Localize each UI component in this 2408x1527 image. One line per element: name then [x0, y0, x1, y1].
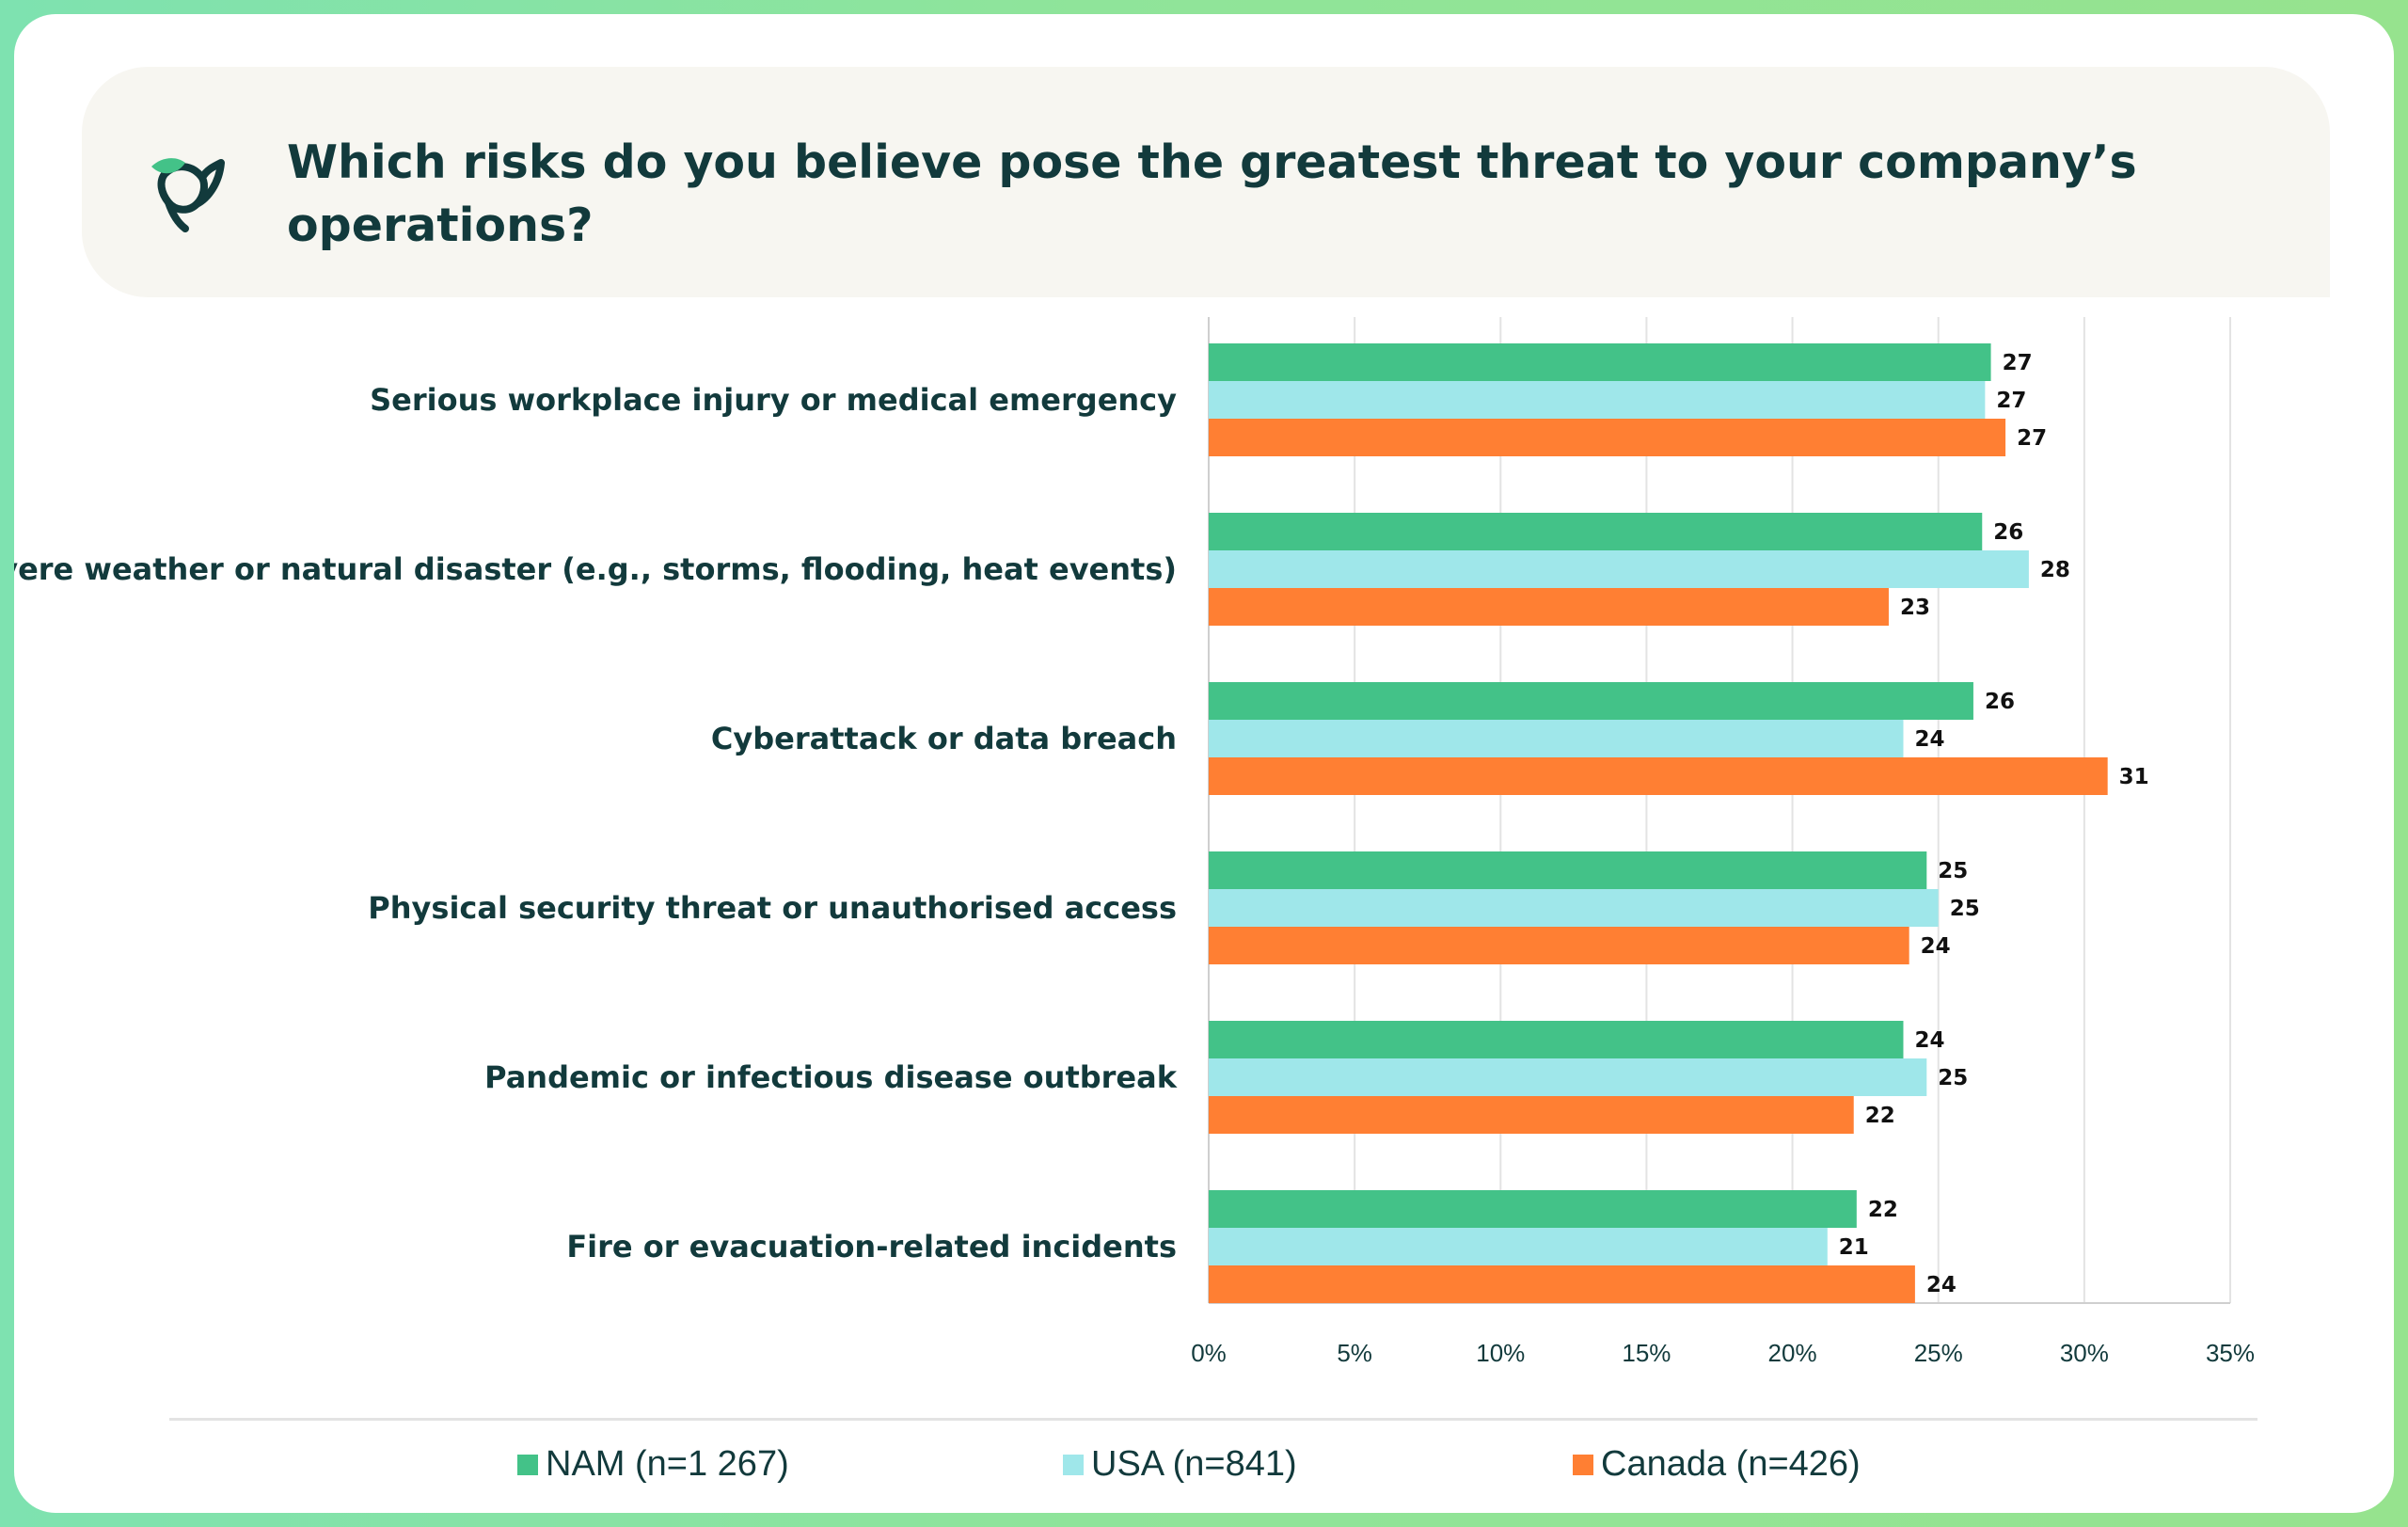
- data-label: 25: [1938, 859, 1968, 883]
- data-label: 27: [2017, 426, 2047, 451]
- bar: [1209, 889, 1939, 927]
- data-label: 24: [1921, 934, 1951, 959]
- legend-item-canada: Canada (n=426): [1573, 1444, 1861, 1485]
- category-label: Fire or evacuation-related incidents: [566, 1229, 1177, 1265]
- x-tick-label: 35%: [2206, 1339, 2255, 1367]
- bar: [1209, 343, 1991, 381]
- legend-label-usa: USA (n=841): [1091, 1444, 1297, 1484]
- legend-divider: [169, 1418, 2258, 1421]
- title-panel: Which risks do you believe pose the grea…: [82, 67, 2330, 297]
- chart-title: Which risks do you believe pose the grea…: [287, 135, 2137, 252]
- data-label: 26: [1993, 520, 2023, 545]
- category-label: Cyberattack or data breach: [711, 721, 1177, 756]
- x-tick-label: 25%: [1914, 1339, 1963, 1367]
- legend-label-nam: NAM (n=1 267): [546, 1444, 789, 1484]
- bar: [1209, 1190, 1857, 1228]
- legend-label-canada: Canada (n=426): [1601, 1444, 1861, 1484]
- data-label: 25: [1950, 897, 1980, 921]
- legend-item-usa: USA (n=841): [1063, 1444, 1297, 1485]
- bar-chart: 0% 5% 10% 15% 20% 25% 30% 35% Serious workplace …: [14, 317, 2255, 1367]
- data-label: 31: [2119, 765, 2149, 789]
- x-tick-label: 15%: [1622, 1339, 1671, 1367]
- legend-swatch-nam: [517, 1454, 538, 1475]
- bar: [1209, 1265, 1915, 1303]
- bar: [1209, 682, 1973, 720]
- legend-swatch-canada: [1573, 1454, 1593, 1475]
- data-label: 27: [1996, 389, 2026, 413]
- category-label: Severe weather or natural disaster (e.g.…: [14, 551, 1177, 587]
- data-label: 28: [2040, 558, 2070, 582]
- x-tick-label: 0%: [1191, 1339, 1227, 1367]
- x-tick-label: 10%: [1476, 1339, 1525, 1367]
- bird-logo-icon: [151, 158, 225, 232]
- data-label: 22: [1865, 1104, 1895, 1128]
- bar: [1209, 1228, 1828, 1265]
- bar: [1209, 1021, 1904, 1058]
- data-label: 21: [1839, 1235, 1869, 1260]
- data-label: 24: [1914, 1028, 1944, 1053]
- legend-item-nam: NAM (n=1 267): [517, 1444, 789, 1485]
- x-tick-label: 5%: [1337, 1339, 1372, 1367]
- data-label: 25: [1938, 1066, 1968, 1090]
- x-tick-label: 30%: [2060, 1339, 2109, 1367]
- bar: [1209, 757, 2108, 795]
- bar: [1209, 1096, 1854, 1134]
- bar: [1209, 588, 1889, 626]
- bar: [1209, 513, 1983, 550]
- legend: NAM (n=1 267) USA (n=841) Canada (n=426): [14, 1444, 2394, 1501]
- category-label: Pandemic or infectious disease outbreak: [484, 1059, 1178, 1095]
- data-label: 23: [1900, 596, 1930, 620]
- bar: [1209, 851, 1927, 889]
- chart-card: Which risks do you believe pose the grea…: [14, 14, 2394, 1513]
- legend-swatch-usa: [1063, 1454, 1084, 1475]
- data-label: 27: [2003, 351, 2033, 375]
- data-label: 22: [1868, 1198, 1898, 1222]
- data-label: 26: [1985, 690, 2015, 714]
- category-label: Physical security threat or unauthorised…: [368, 890, 1177, 926]
- data-label: 24: [1926, 1273, 1956, 1297]
- category-label: Serious workplace injury or medical emer…: [370, 382, 1177, 418]
- bar: [1209, 381, 1986, 419]
- data-label: 24: [1914, 727, 1944, 752]
- bar: [1209, 927, 1909, 964]
- bar: [1209, 720, 1904, 757]
- bar: [1209, 419, 2006, 456]
- x-tick-label: 20%: [1768, 1339, 1817, 1367]
- bar: [1209, 550, 2029, 588]
- bar: [1209, 1058, 1927, 1096]
